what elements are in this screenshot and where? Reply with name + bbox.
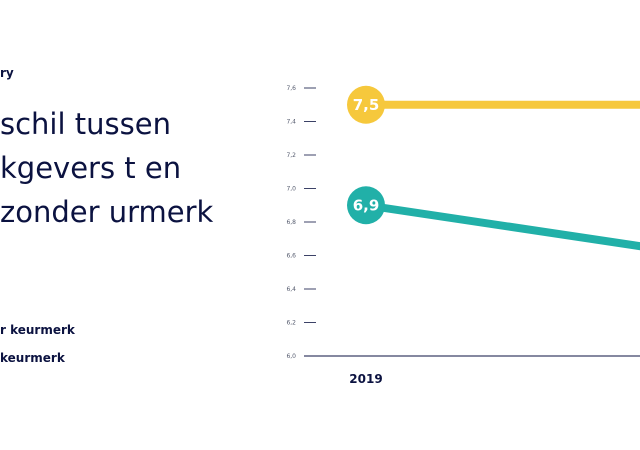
data-point-1 [347, 186, 385, 225]
legend: r keurmerk keurmerk [0, 322, 75, 378]
y-tick-label: 6,8 [286, 219, 296, 226]
data-label-1: 6,9 [353, 196, 380, 214]
legend-item-without-label: keurmerk [0, 351, 65, 365]
y-tick-label: 7,2 [286, 152, 296, 159]
series-line-1 [362, 201, 640, 251]
y-tick-label: 7,0 [286, 186, 296, 193]
data-point-0 [347, 85, 385, 124]
y-tick-label: 7,6 [286, 85, 296, 92]
legend-item-with-label: r keurmerk [0, 323, 75, 337]
data-label-0: 7,5 [353, 96, 380, 114]
y-tick-label: 7,4 [286, 119, 296, 126]
y-tick-label: 6,6 [286, 253, 296, 260]
y-tick-label: 6,0 [286, 353, 296, 360]
y-tick-label: 6,2 [286, 320, 296, 327]
chart-title: schil tussen kgevers t en zonder urmerk [0, 107, 214, 229]
x-tick-label: 2019 [349, 372, 382, 386]
y-tick-label: 6,4 [286, 286, 296, 293]
chart-kicker: ry [0, 66, 14, 80]
